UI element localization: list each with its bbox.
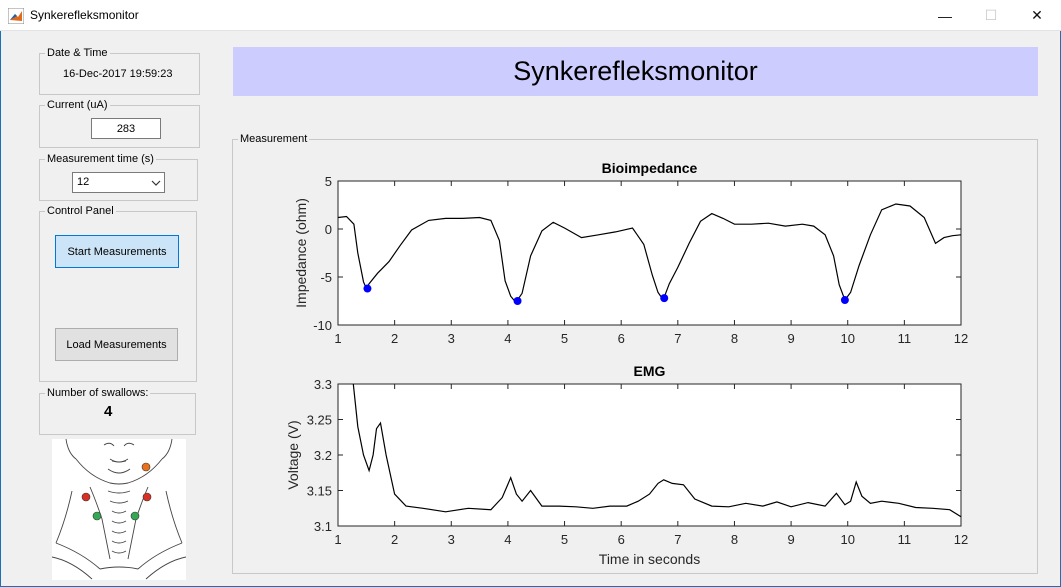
measurement-time-group: Measurement time (s) 12: [39, 153, 198, 201]
electrode-dot-green-right: [130, 511, 140, 521]
maximize-button[interactable]: ☐: [984, 7, 998, 23]
measurement-time-value: 12: [77, 176, 90, 188]
measurement-panel: Measurement: [232, 133, 1038, 574]
load-measurements-button[interactable]: Load Measurements: [55, 328, 178, 361]
measurement-legend: Measurement: [238, 133, 310, 146]
app-banner-title: Synkerefleksmonitor: [233, 47, 1038, 96]
electrode-dot-green-left: [92, 511, 102, 521]
measurement-time-select[interactable]: 12: [72, 172, 165, 193]
electrode-dot-red-right: [142, 492, 152, 502]
control-panel-group: Control Panel Start Measurements Load Me…: [39, 205, 197, 382]
chevron-down-icon[interactable]: [148, 173, 164, 192]
swallow-count: 4: [104, 403, 113, 420]
close-button[interactable]: ✕: [1031, 7, 1043, 23]
current-input[interactable]: 283: [91, 118, 161, 139]
swallows-group: Number of swallows: 4: [39, 387, 196, 435]
current-group: Current (uA) 283: [39, 99, 200, 148]
start-measurements-button[interactable]: Start Measurements: [55, 235, 179, 268]
title-bar: Synkerefleksmonitor — ☐ ✕: [0, 0, 1061, 31]
measurement-time-legend: Measurement time (s): [45, 153, 156, 166]
neck-illustration-image: [51, 438, 187, 580]
window-title: Synkerefleksmonitor: [30, 8, 139, 22]
current-legend: Current (uA): [45, 99, 110, 112]
electrode-dot-orange: [141, 462, 151, 472]
control-panel-legend: Control Panel: [45, 205, 116, 218]
minimize-button[interactable]: —: [938, 7, 952, 24]
swallows-legend: Number of swallows:: [45, 387, 151, 400]
neck-electrode-diagram: [51, 438, 187, 580]
datetime-legend: Date & Time: [45, 47, 110, 60]
datetime-group: Date & Time 16-Dec-2017 19:59:23: [39, 47, 200, 95]
electrode-dot-red-left: [81, 492, 91, 502]
matlab-icon: [8, 8, 24, 24]
datetime-value: 16-Dec-2017 19:59:23: [63, 68, 173, 80]
